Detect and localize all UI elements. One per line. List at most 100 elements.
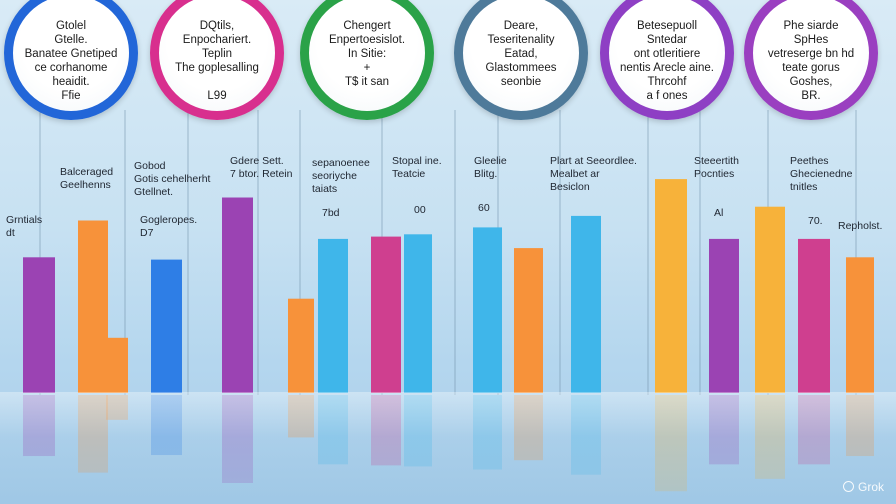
callout-line: Enpertoesislot. [328,34,406,46]
bar [755,206,785,393]
annotation-line: Ghecienedne [790,168,853,180]
bar [371,236,401,393]
callout-circle: Phe siarde SpHes vetreserge bn hd teate gor… [744,0,878,120]
callout-text: Phe siarde SpHes vetreserge bn hd teate gor… [761,19,861,103]
callout-circle: Chengert Enpertoesislot. In Sitie: + T$ it s… [300,0,434,120]
annotation-line: Geelhenns [60,179,111,191]
callout-line: Eatad, [504,48,538,60]
callout-circle: Gtolel Gtelle. Banatee Gnetiped ce corhanom… [4,0,138,120]
callout-line: BR. [801,90,821,102]
bar-annotation: 70. [808,215,823,228]
bar [106,337,128,393]
bar [473,227,502,393]
callout-line: Sntedar [646,34,688,46]
bar [78,220,108,393]
callout-circle: DQtils, Enpochariert. Teplin The goplesalli… [150,0,284,120]
callout-line: heaidit. [52,76,90,88]
callout-line: The goplesalling [175,62,259,74]
callout-line: ont otleritiere [633,48,701,60]
callout-line: Phe siarde [783,20,839,32]
grok-logo-icon [842,481,854,492]
callout-line: Deare, [503,20,539,32]
bar [798,238,830,393]
water-reflection [0,392,896,504]
annotation-line: Stopal ine. [392,155,442,167]
callout-line: Betesepuoll [636,20,698,32]
callout-line: SpHes [793,34,829,46]
annotation-line: Besiclon [550,181,590,193]
annotation-line: Gogleropes. [140,214,198,226]
bar [404,234,432,393]
bar-annotation: Gobod Gotis cehelherht Gtellnet. [134,160,210,199]
callout-line: Goshes, [789,76,833,88]
callout-line: T$ it san [344,76,390,88]
callout-text: Betesepuoll Sntedar ont otleritiere nentis … [617,19,717,103]
bar-annotation: 00 [414,204,426,217]
callout-line [167,75,267,89]
bar [288,298,314,393]
annotation-line: Steeertith [694,155,739,167]
annotation-line: Blitg. [474,168,498,180]
annotation-line: Mealbet ar [550,168,600,180]
callout-line: teate gorus [782,62,840,74]
annotation-line: dt [6,227,15,239]
annotation-line: D7 [140,227,154,239]
watermark: Grok [842,480,884,494]
bar-annotation: 60 [478,202,490,215]
callout-line: a f ones [646,90,688,102]
annotation-line: Teatcie [392,168,426,180]
annotation-line: Pocnties [694,168,735,180]
callout-circle: Betesepuoll Sntedar ont otleritiere nentis … [600,0,734,120]
annotation-line: Gdere Sett. [230,155,284,167]
bar [222,197,253,393]
bar-annotation: Gdere Sett. 7 btor. Retein [230,155,292,181]
callout-line: DQtils, [199,20,235,32]
callout-line: + [363,62,371,74]
callout-line: ce corhanome [34,62,108,74]
bar-annotation: Balceraged Geelhenns [60,166,113,192]
bar [318,238,348,393]
bar-annotation: Grntials dt [6,214,42,240]
annotation-line: taiats [312,183,338,195]
bar [23,257,55,393]
callout-text: Deare, Teseritenality Eatad, Glastommees seo… [471,19,571,89]
callout-line: Teseritenality [487,34,555,46]
callout-line: In Sitie: [347,48,387,60]
callout-line: Enpochariert. [182,34,252,46]
bar-annotation: sepanoenee seoriyche taiats [312,157,370,196]
annotation-line: Gobod [134,160,166,172]
bar [655,179,687,393]
bar [151,259,182,393]
callout-line: L99 [207,90,227,102]
annotation-line: Grntials [6,214,43,226]
callout-line: Chengert [343,20,391,32]
bar [709,238,739,393]
bar-annotation: Al [714,207,723,220]
annotation-line: Al [714,207,724,219]
callout-text: Chengert Enpertoesislot. In Sitie: + T$ it s… [317,19,417,89]
annotation-line: sepanoenee [312,157,370,169]
annotation-line: tnitles [790,181,818,193]
annotation-line: 70. [808,215,823,227]
annotation-line: 7bd [322,207,340,219]
annotation-line: Plart at Seeordlee. [550,155,637,167]
callout-text: Gtolel Gtelle. Banatee Gnetiped ce corhanom… [21,19,121,103]
bar-annotation: Gleelie Blitg. [474,155,507,181]
bar-annotation: Gogleropes. D7 [140,214,197,240]
annotation-line: Peethes [790,155,829,167]
annotation-line: 60 [478,202,490,214]
callout-line: seonbie [500,76,542,88]
bar [846,257,874,393]
callout-line: Ffie [61,90,81,102]
callout-text: DQtils, Enpochariert. Teplin The goplesalli… [167,19,267,103]
bar-series [23,179,874,393]
annotation-line: Gotis cehelherht [134,173,211,185]
callout-line: Banatee Gnetiped [24,48,118,60]
annotation-line: seoriyche [312,170,357,182]
annotation-line: Gtellnet. [134,186,174,198]
watermark-text: Grok [857,480,884,494]
bar-annotation: Repholst. [838,220,882,233]
annotation-line: 7 btor. Retein [230,168,293,180]
bar-annotation: 7bd [322,207,340,220]
